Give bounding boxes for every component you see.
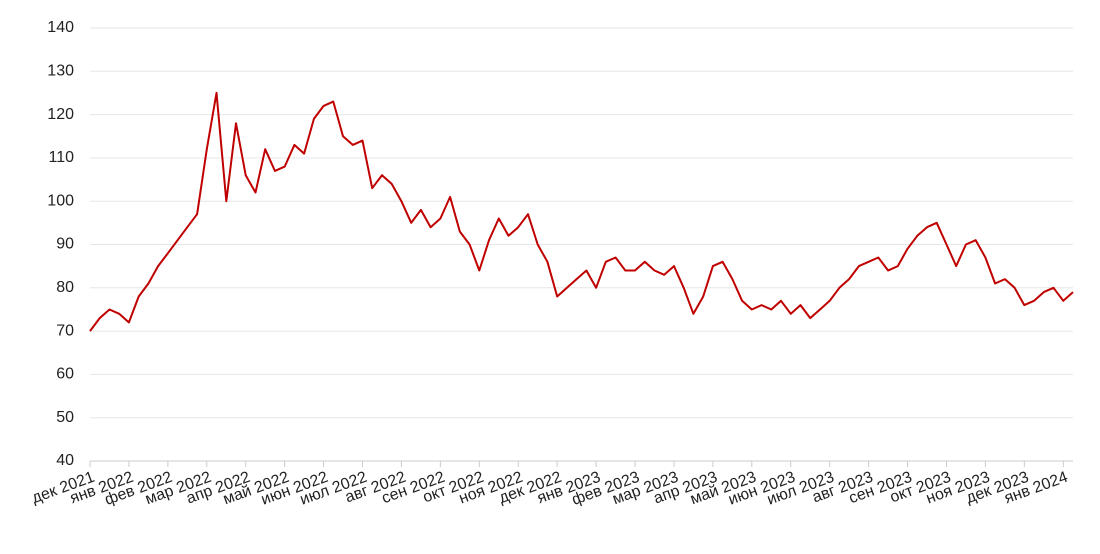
y-tick-label: 70	[56, 322, 74, 339]
y-tick-label: 60	[56, 366, 74, 383]
price-line	[89, 91, 1074, 332]
y-tick-label: 80	[56, 279, 74, 296]
y-tick-label: 40	[56, 452, 74, 469]
y-tick-label: 120	[47, 106, 74, 123]
y-tick-label: 110	[48, 149, 74, 166]
y-tick-label: 100	[47, 192, 74, 209]
y-tick-label: 50	[56, 409, 74, 426]
y-tick-label: 140	[47, 19, 74, 36]
y-tick-label: 130	[47, 63, 74, 80]
y-tick-label: 90	[56, 236, 74, 253]
